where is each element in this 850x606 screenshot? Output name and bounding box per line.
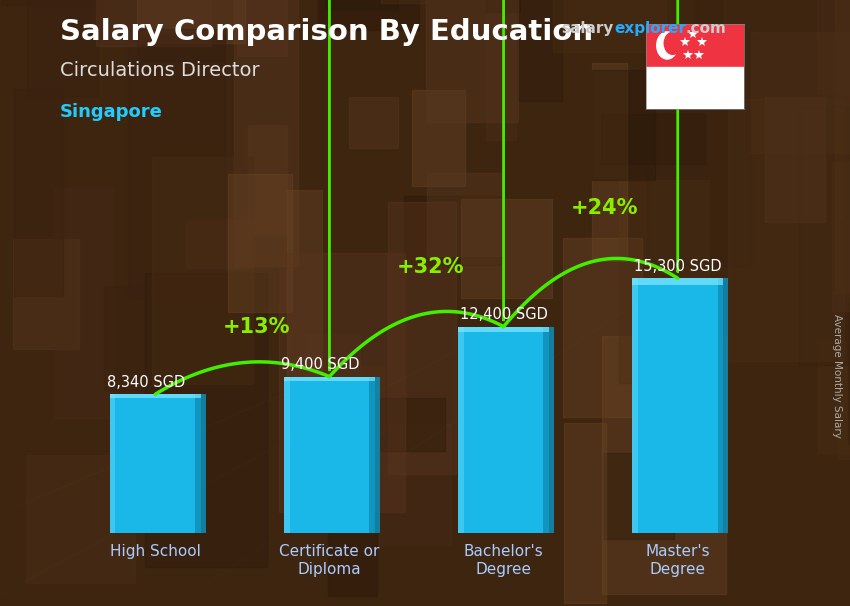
Bar bbox=[54, 188, 113, 418]
Bar bbox=[818, 341, 850, 453]
Bar bbox=[486, 0, 519, 12]
Bar bbox=[832, 162, 850, 311]
Bar bbox=[303, 367, 384, 436]
Bar bbox=[751, 32, 850, 153]
Bar bbox=[379, 424, 451, 545]
Text: Average Monthly Salary: Average Monthly Salary bbox=[832, 314, 842, 438]
Bar bbox=[110, 395, 201, 398]
Bar bbox=[486, 0, 516, 140]
Bar bbox=[128, 34, 224, 298]
Bar bbox=[138, 28, 224, 61]
Bar bbox=[319, 0, 418, 30]
Bar bbox=[196, 395, 206, 533]
Bar bbox=[835, 0, 850, 293]
Bar bbox=[564, 238, 642, 417]
Bar bbox=[800, 106, 850, 365]
Bar bbox=[765, 97, 825, 222]
Bar bbox=[848, 302, 850, 444]
Bar bbox=[564, 423, 606, 603]
Bar bbox=[381, 0, 425, 4]
Bar bbox=[428, 173, 503, 256]
Bar bbox=[325, 0, 398, 10]
Bar bbox=[228, 174, 292, 312]
Bar bbox=[427, 0, 518, 122]
Bar bbox=[458, 327, 549, 332]
Bar bbox=[602, 336, 726, 593]
Bar bbox=[14, 90, 63, 296]
Text: 8,340 SGD: 8,340 SGD bbox=[107, 375, 185, 390]
Text: .com: .com bbox=[685, 21, 726, 36]
Bar bbox=[1, 0, 89, 5]
Bar bbox=[592, 62, 627, 261]
Text: +32%: +32% bbox=[397, 256, 464, 276]
Text: explorer: explorer bbox=[615, 21, 687, 36]
Bar bbox=[369, 376, 380, 533]
Text: +24%: +24% bbox=[571, 198, 638, 218]
Bar bbox=[357, 398, 445, 451]
Bar bbox=[632, 278, 723, 533]
Bar bbox=[601, 114, 705, 164]
Bar bbox=[695, 0, 722, 84]
Bar bbox=[646, 67, 744, 109]
Bar bbox=[717, 278, 728, 533]
Bar bbox=[104, 285, 222, 390]
Bar bbox=[543, 327, 554, 533]
Bar bbox=[284, 376, 375, 381]
Text: +13%: +13% bbox=[223, 316, 290, 336]
Bar bbox=[728, 99, 844, 361]
Bar bbox=[647, 101, 751, 266]
Text: 15,300 SGD: 15,300 SGD bbox=[634, 259, 722, 274]
Bar bbox=[305, 334, 360, 452]
Bar bbox=[619, 180, 709, 383]
Bar bbox=[110, 395, 116, 533]
Bar bbox=[110, 395, 201, 533]
Bar bbox=[284, 376, 375, 533]
Bar bbox=[404, 196, 501, 265]
Bar bbox=[137, 0, 245, 42]
Bar bbox=[287, 190, 322, 378]
Bar bbox=[152, 157, 253, 384]
Bar bbox=[237, 0, 286, 56]
Bar bbox=[14, 239, 79, 350]
Circle shape bbox=[664, 32, 681, 55]
Bar bbox=[838, 221, 850, 459]
Text: salary: salary bbox=[561, 21, 614, 36]
Text: Circulations Director: Circulations Director bbox=[60, 61, 259, 79]
Bar bbox=[247, 125, 287, 235]
Text: Singapore: Singapore bbox=[60, 103, 162, 121]
Bar bbox=[458, 327, 549, 533]
Circle shape bbox=[657, 32, 677, 59]
Bar bbox=[26, 0, 98, 96]
Bar bbox=[817, 0, 850, 94]
Bar bbox=[96, 0, 212, 45]
Bar bbox=[458, 327, 464, 533]
Text: 12,400 SGD: 12,400 SGD bbox=[460, 307, 547, 322]
Bar bbox=[462, 199, 552, 298]
Bar bbox=[279, 253, 405, 512]
Bar bbox=[145, 273, 267, 567]
Bar bbox=[234, 0, 298, 266]
Bar bbox=[592, 70, 654, 181]
Bar bbox=[508, 0, 543, 47]
Bar bbox=[632, 278, 638, 533]
Text: Salary Comparison By Education: Salary Comparison By Education bbox=[60, 18, 592, 46]
Bar bbox=[553, 0, 666, 52]
Bar bbox=[284, 376, 290, 533]
Bar bbox=[388, 202, 456, 474]
Bar bbox=[518, 0, 562, 101]
Bar bbox=[632, 278, 723, 285]
Bar bbox=[26, 455, 135, 584]
Bar bbox=[186, 220, 252, 268]
Bar bbox=[412, 90, 465, 187]
Bar bbox=[646, 24, 744, 67]
Bar bbox=[327, 501, 377, 596]
Text: 9,400 SGD: 9,400 SGD bbox=[281, 357, 360, 372]
Bar bbox=[348, 97, 398, 148]
Bar bbox=[604, 453, 674, 539]
